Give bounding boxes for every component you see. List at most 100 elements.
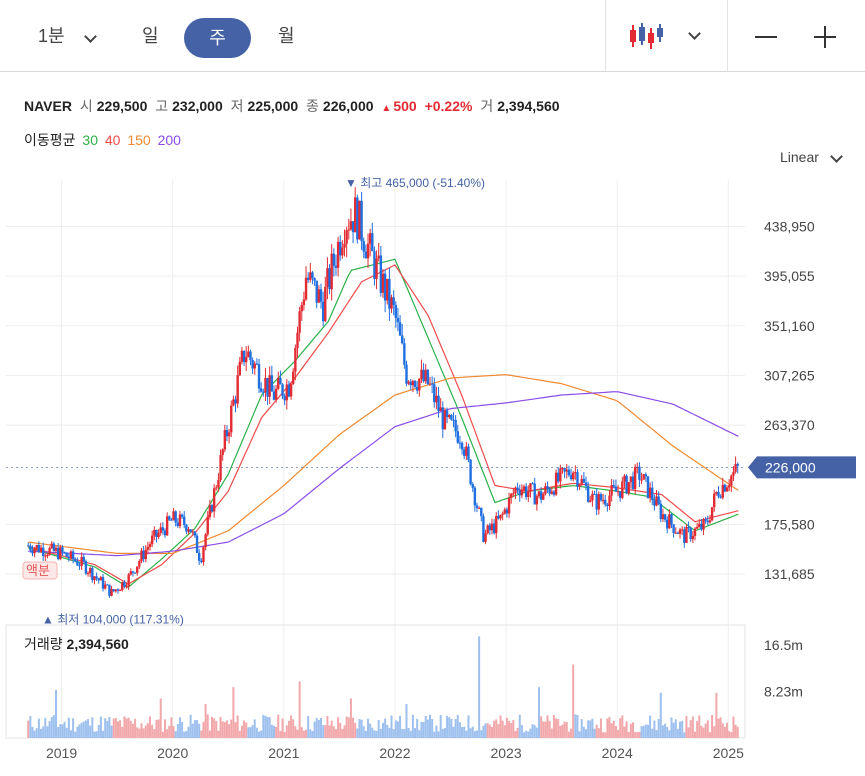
volume-bar [450,718,453,738]
candle-body [597,494,601,510]
candle-body [625,475,628,494]
volume-bar [388,727,391,738]
volume-bar [454,719,457,738]
candle-body [281,384,284,397]
candle-body [185,524,188,532]
tab-month[interactable]: 월 [278,26,295,46]
volume-bar [369,723,372,738]
candle-body [708,520,712,523]
candle-body [557,472,560,482]
volume-bar [298,681,301,738]
volume-bar [723,726,726,738]
volume-bar [230,719,233,738]
volume-bar [262,714,265,738]
candle-body [74,559,77,562]
chevron-down-icon[interactable] [84,30,97,43]
volume-bar [243,720,246,738]
candle-body [234,399,237,404]
candle-body [606,504,609,507]
volume-bar [484,723,487,738]
candle-body [505,509,509,514]
candle-body [140,550,143,562]
volume-bar [542,721,545,738]
candle-body [200,560,203,563]
volume-bar [309,729,312,738]
candle-body [527,491,530,497]
candle-body [430,383,434,385]
candle-body [59,547,62,560]
max-marker: ▼ 최고 465,000 (-51.40%) [345,176,485,190]
volume-bar [67,717,70,738]
volume-bar [381,722,384,738]
candle-body [618,491,622,498]
volume-bar [140,723,143,738]
volume-bar [490,726,493,738]
candle-body [93,576,96,581]
volume-bar [653,720,656,738]
volume-bar [458,722,461,738]
moving-average-legend[interactable]: 이동평균 30 40 150 200 [24,130,184,150]
candle-body [101,577,105,589]
volume-bar [29,715,32,738]
chart-type-chevron-icon[interactable] [688,27,701,40]
candle-body [595,494,598,510]
volume-bar [499,715,502,738]
candle-body [706,520,710,523]
candle-body [518,490,521,496]
volume-bar [533,725,536,738]
volume-bar [204,704,207,738]
candlestick-icon[interactable] [629,22,663,50]
volume-bar [416,718,419,738]
volume-bar [307,716,310,738]
volume-bar [225,720,228,738]
split-marker: 액분 [26,563,50,578]
volume-bar [110,725,113,738]
candle-body [546,486,549,490]
interval-selector[interactable]: 1분 [38,22,65,48]
candle-body [732,471,735,476]
candle-body [702,519,705,530]
candle-body [411,380,415,386]
volume-bar [215,720,218,738]
tab-week[interactable]: 주 [184,18,251,58]
candle-body [48,547,51,555]
volume-bar [300,727,303,738]
volume-bar [625,721,628,738]
candle-body [571,472,575,480]
candle-body [593,493,596,495]
volume-bar [523,732,526,738]
volume-bar [305,729,308,738]
moving-average-lines [28,258,739,589]
minus-icon[interactable] [755,36,777,38]
candle-body [71,551,75,560]
candle-body [653,500,656,506]
candle-body [362,241,365,252]
volume-bar [334,729,337,738]
candle-body [106,584,109,586]
volume-bar [317,720,320,738]
quote-info: NAVER 시 229,500 고 232,000 저 225,000 종 226,00… [24,96,564,116]
candle-body [212,488,216,512]
volume-bar [638,731,641,738]
tab-day[interactable]: 일 [142,26,159,46]
volume-bar [40,728,43,738]
candle-body [202,547,205,563]
volume-bar [512,720,515,738]
candle-body [255,363,259,365]
price-chart[interactable]: 438,950 395,055 351,160 307,265 263,370 175,5… [0,170,865,776]
y-tick-label: 395,055 [764,268,815,284]
candle-body [524,486,528,497]
candle-body [80,556,83,566]
volume-bar [696,721,699,738]
candle-body [458,442,462,444]
candle-body [683,529,686,543]
volume-bar [121,726,124,738]
volume-bar [587,720,590,738]
volume-bar [649,715,652,738]
candle-body [629,476,633,483]
y-tick-label: 175,580 [764,516,815,532]
volume-bar [728,731,731,738]
candle-body [666,519,669,529]
volume-bar [131,723,134,738]
scale-selector[interactable]: Linear [780,149,843,165]
